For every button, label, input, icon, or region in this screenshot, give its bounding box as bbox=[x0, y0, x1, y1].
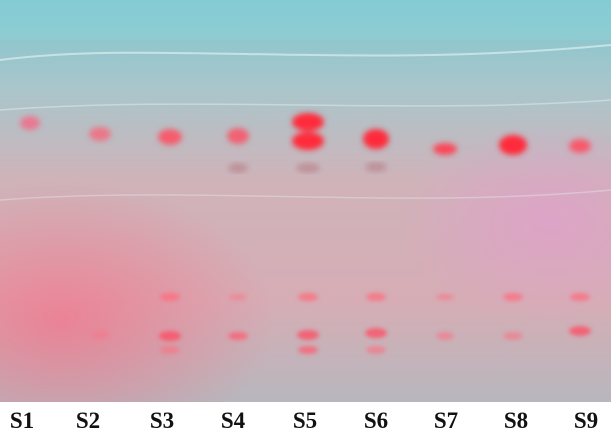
lower-bands bbox=[91, 293, 591, 354]
gel bbox=[0, 0, 611, 402]
upper-bands bbox=[20, 113, 591, 155]
lane-label: S6 bbox=[364, 408, 388, 433]
lane-label: S1 bbox=[10, 408, 34, 433]
lane-label: S7 bbox=[434, 408, 458, 433]
lane-label: S9 bbox=[574, 408, 598, 433]
lane-label: S4 bbox=[221, 408, 246, 433]
lane-label: S2 bbox=[76, 408, 100, 433]
lane-label: S5 bbox=[293, 408, 317, 433]
lane-labels: S1 S2 S3 S4 S5 S6 S7 S8 S9 bbox=[10, 408, 598, 433]
lane-label: S8 bbox=[504, 408, 528, 433]
faint-bands bbox=[228, 162, 387, 173]
lane-label: S3 bbox=[150, 408, 174, 433]
